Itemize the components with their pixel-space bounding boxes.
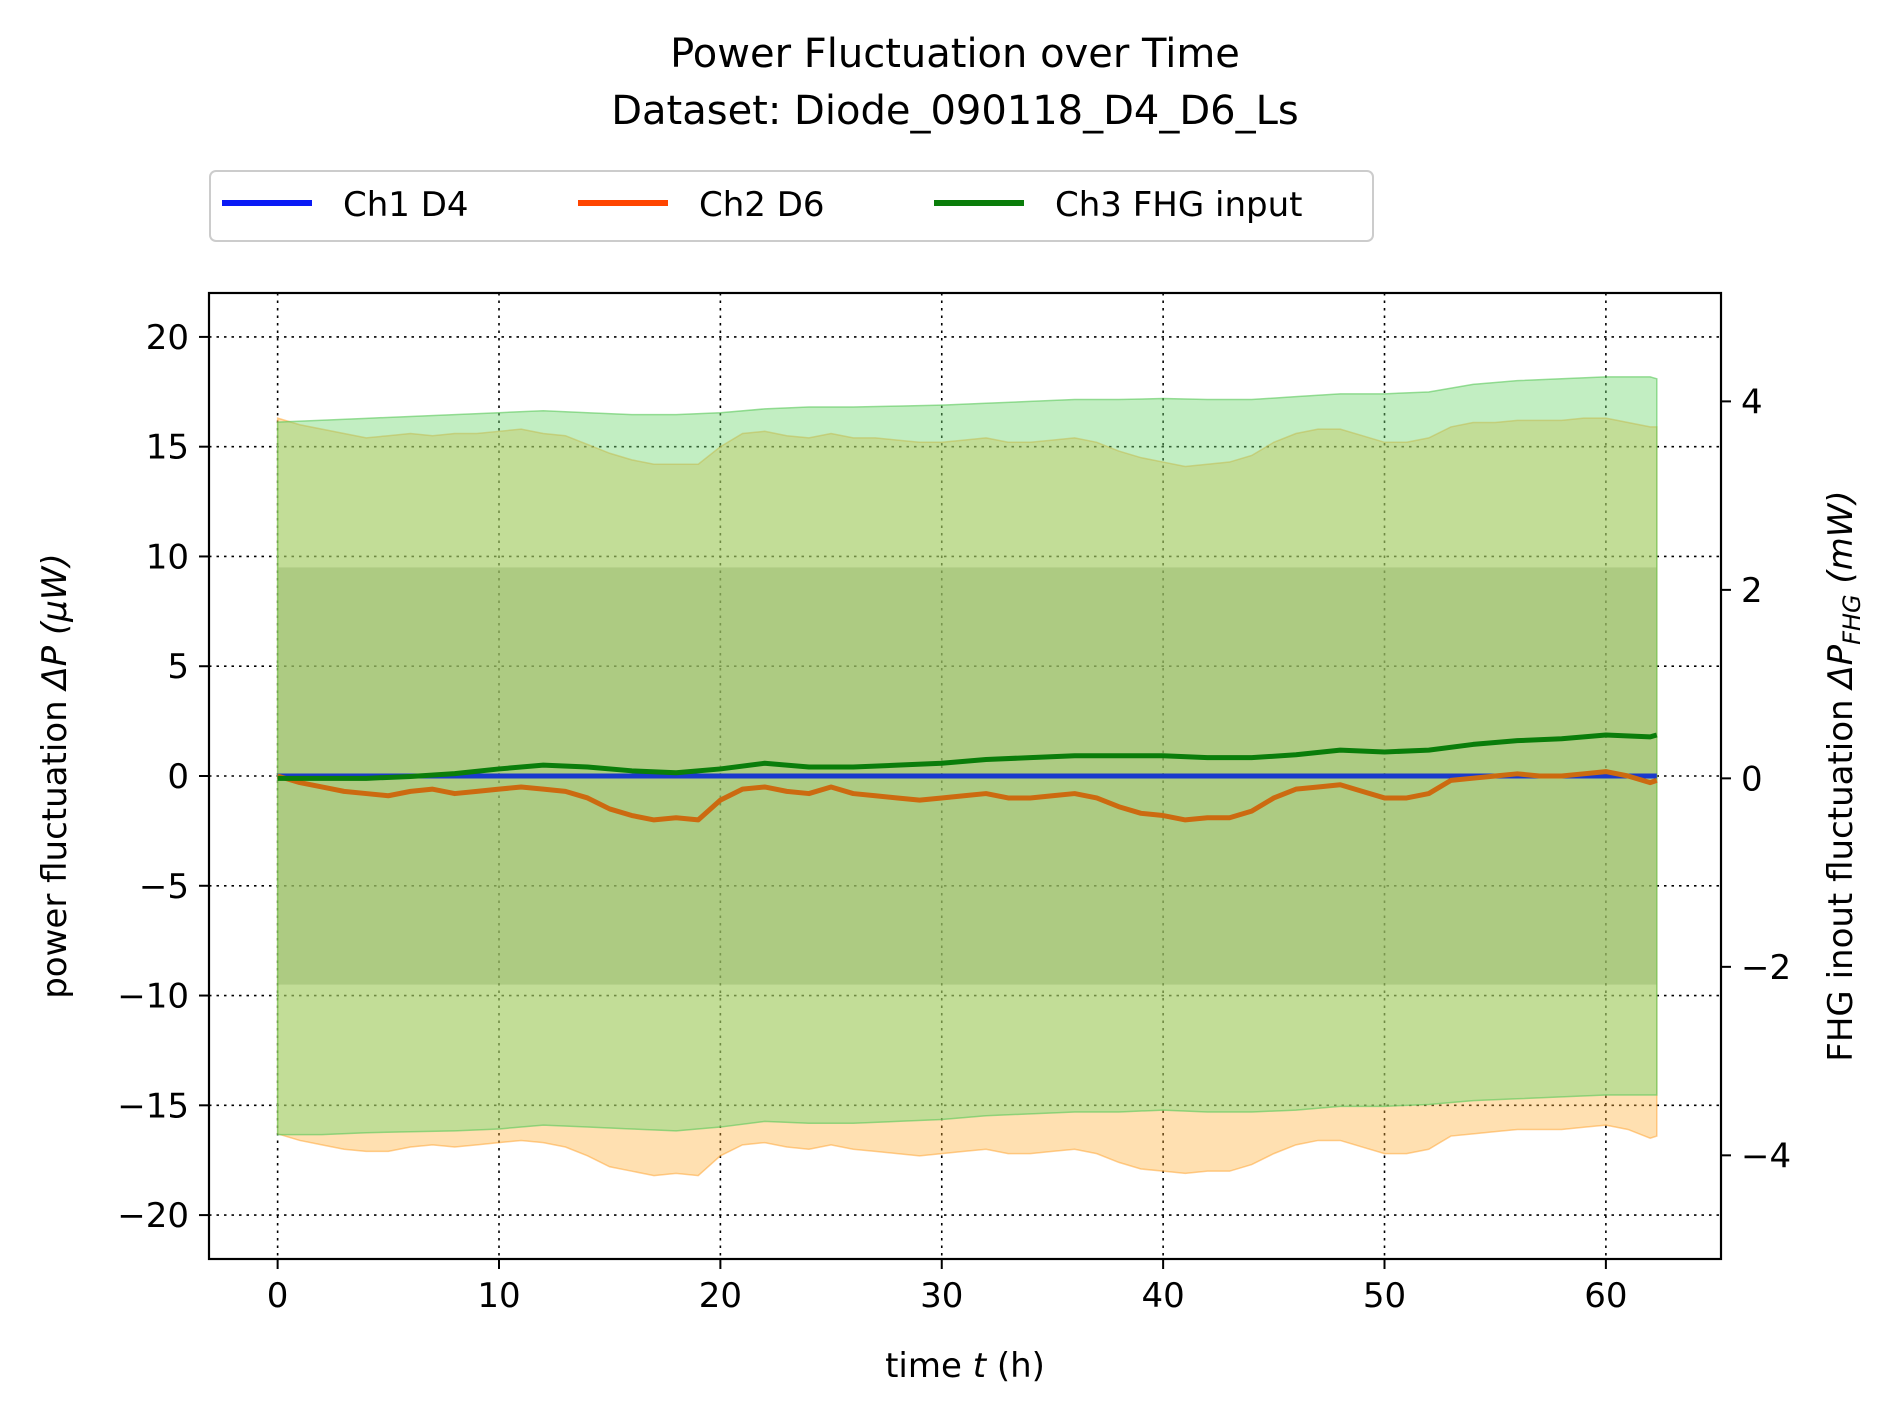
x-tick-label: 30 — [920, 1276, 963, 1316]
y2-tick-label: 0 — [1741, 759, 1763, 799]
x-axis-label: time t (h) — [885, 1346, 1045, 1386]
y2-axis-label-prefix: FHG inout fluctuation — [1821, 689, 1861, 1062]
y-tick-label: 15 — [146, 428, 189, 468]
legend-frame — [209, 170, 1374, 242]
y-tick-label: −20 — [117, 1196, 189, 1236]
y-tick-label: 10 — [146, 537, 189, 577]
legend-label-ch1: Ch1 D4 — [343, 185, 469, 225]
y-tick-label: 5 — [167, 647, 189, 687]
y-axis-label-suffix: (μW) — [35, 553, 75, 646]
x-tick-label: 10 — [477, 1276, 520, 1316]
x-tick-label: 50 — [1363, 1276, 1406, 1316]
y-tick-label: −15 — [117, 1086, 189, 1126]
y2-tick-label: 4 — [1741, 382, 1763, 422]
y-axis-label-var: ΔP — [35, 645, 75, 692]
y2-axis-label: FHG inout fluctuation ΔPFHG (mW) — [1821, 490, 1866, 1061]
x-axis-label-var: t — [973, 1346, 988, 1386]
y2-axis-label-sub: FHG — [1838, 594, 1866, 644]
y-tick-label: −10 — [117, 977, 189, 1017]
chart-subtitle: Dataset: Diode_090118_D4_D6_Ls — [611, 88, 1299, 134]
x-axis-ticks: 0 10 20 30 40 50 60 — [267, 1259, 1628, 1316]
series-lines — [276, 732, 1658, 823]
x-axis-label-suffix: (h) — [986, 1346, 1045, 1386]
y2-tick-label: −4 — [1741, 1136, 1791, 1176]
y-tick-label: 20 — [146, 318, 189, 358]
x-tick-label: 60 — [1584, 1276, 1627, 1316]
y2-axis-label-suffix: (mW) — [1821, 490, 1861, 594]
y2-tick-label: −2 — [1741, 948, 1791, 988]
y2-axis-label-var: ΔP — [1821, 644, 1861, 691]
line-ch2 — [276, 769, 1658, 823]
x-tick-label: 0 — [267, 1276, 289, 1316]
y2-tick-label: 2 — [1741, 571, 1763, 611]
y2-axis-ticks: −4 −2 0 2 4 — [1721, 382, 1791, 1176]
y-tick-label: −5 — [139, 867, 189, 907]
chart-title: Power Fluctuation over Time — [670, 31, 1240, 77]
y-axis-label-prefix: power fluctuation — [35, 690, 75, 999]
legend-label-ch2: Ch2 D6 — [699, 185, 825, 225]
legend-label-ch3: Ch3 FHG input — [1055, 185, 1302, 225]
line-ch3 — [277, 732, 1658, 781]
x-tick-label: 40 — [1141, 1276, 1184, 1316]
legend: Ch1 D4 Ch2 D6 Ch3 FHG input — [209, 170, 1374, 242]
y-axis-ticks: −20 −15 −10 −5 0 5 10 15 20 — [117, 318, 209, 1236]
band-ch3 — [276, 376, 1658, 1136]
y-tick-label: 0 — [167, 757, 189, 797]
y-axis-label: power fluctuation ΔP (μW) — [35, 553, 75, 999]
x-axis-label-prefix: time — [885, 1346, 973, 1386]
x-tick-label: 20 — [699, 1276, 742, 1316]
